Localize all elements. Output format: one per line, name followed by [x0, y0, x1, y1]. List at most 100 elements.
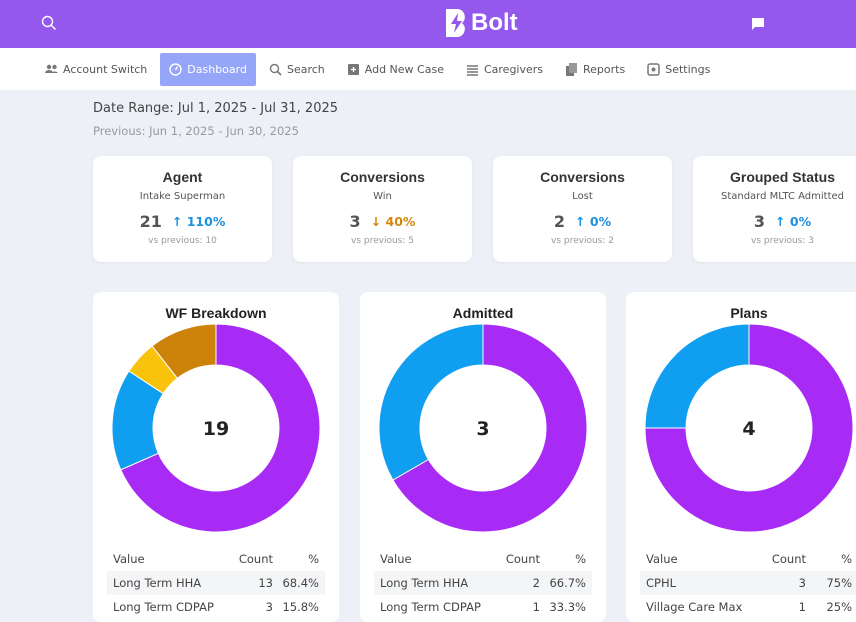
change-value: 110% [186, 214, 226, 229]
row-value: Long Term CDPAP [113, 600, 214, 614]
previous-range: Previous: Jun 1, 2025 - Jun 30, 2025 [93, 124, 299, 138]
nav-dashboard[interactable]: Dashboard [160, 52, 256, 86]
breakdown-table: Value Count% Long Term HHA 2 66.7% Long Term … [374, 547, 592, 619]
donut-chart: 3 [378, 323, 588, 533]
stat-card: Grouped Status Standard MLTC Admitted 3 ↑… [693, 156, 856, 262]
nav-label: Settings [665, 62, 711, 76]
card-subtitle: Lost [572, 191, 593, 202]
bolt-logo-icon [446, 9, 465, 37]
change-value: 0% [789, 214, 812, 229]
row-pct: 25% [826, 600, 852, 614]
chart-title: Plans [730, 305, 768, 321]
row-value: Long Term CDPAP [380, 600, 481, 614]
row-count: 1 [532, 600, 540, 614]
row-count: 13 [258, 576, 273, 590]
table-header: Value Count% [107, 547, 325, 571]
col-pct: % [575, 552, 586, 566]
col-value: Value [646, 552, 678, 566]
card-subtitle: Standard MLTC Admitted [720, 191, 845, 202]
table-header: Value Count% [374, 547, 592, 571]
arrow-up-icon: ↑ [775, 214, 786, 229]
search-icon [269, 63, 282, 76]
table-row: Long Term CDPAP 1 33.3% [374, 595, 592, 619]
nav-add-new-case[interactable]: Add New Case [338, 53, 453, 86]
row-pct: 68.4% [282, 576, 319, 590]
card-change: ↑ 0% [775, 214, 811, 229]
row-count: 1 [798, 600, 806, 614]
chart-title: WF Breakdown [165, 305, 267, 321]
card-value: 21 [139, 212, 162, 231]
brand-name: Bolt [471, 9, 518, 36]
card-value: 3 [349, 212, 361, 231]
row-value: Long Term HHA [380, 576, 469, 590]
nav-account-switch[interactable]: Account Switch [36, 53, 156, 86]
col-count: Count [505, 552, 540, 566]
nav-label: Account Switch [63, 62, 148, 76]
main-nav: Account Switch Dashboard Search Add New Cas… [0, 48, 856, 90]
stat-card: Conversions Lost 2 ↑ 0% vs previous: 2 [493, 156, 672, 262]
users-icon [45, 64, 58, 73]
nav-label: Reports [583, 62, 626, 76]
table-header: Value Count% [640, 547, 856, 571]
gear-icon [647, 62, 660, 76]
card-previous: vs previous: 5 [351, 236, 414, 246]
arrow-up-icon: ↑ [575, 214, 586, 229]
row-value: Village Care Max [646, 600, 743, 614]
table-row: CPHL 3 75% [640, 571, 856, 595]
breakdown-table: Value Count% Long Term HHA 13 68.4% Long Term… [107, 547, 325, 619]
card-subtitle: Intake Superman [139, 191, 226, 202]
row-count: 3 [798, 576, 806, 590]
nav-caregivers[interactable]: Caregivers [457, 53, 552, 86]
row-count: 3 [265, 600, 273, 614]
card-value: 2 [553, 212, 566, 231]
donut-total: 19 [203, 418, 229, 440]
col-value: Value [113, 552, 145, 566]
col-value: Value [380, 552, 412, 566]
change-value: 0% [589, 214, 612, 229]
table-row: Long Term HHA 13 68.4% [107, 571, 325, 595]
card-title: Conversions [340, 169, 425, 185]
card-subtitle: Win [373, 191, 392, 202]
nav-label: Add New Case [364, 62, 444, 76]
donut-slice[interactable] [644, 323, 854, 533]
nav-search[interactable]: Search [260, 53, 334, 86]
stat-card: Agent Intake Superman 21 ↑ 110% vs previo… [93, 156, 272, 262]
stat-card: Conversions Win 3 ↓ 40% vs previous: 5 [293, 156, 472, 262]
card-title: Agent [162, 169, 203, 185]
nav-label: Search [286, 62, 325, 76]
row-count: 2 [532, 576, 540, 590]
row-pct: 75% [826, 576, 852, 590]
donut-chart: 19 [111, 323, 321, 533]
donut-chart: 4 [644, 323, 854, 533]
search-icon[interactable] [41, 15, 57, 31]
card-previous: vs previous: 2 [551, 236, 614, 246]
change-value: 40% [385, 214, 416, 229]
chart-card: Admitted 3 Value Count% Long Term HHA 2 66.7… [360, 292, 606, 622]
row-pct: 33.3% [549, 600, 586, 614]
arrow-up-icon: ↑ [171, 214, 183, 229]
nav-label: Dashboard [187, 62, 247, 76]
col-count: Count [238, 552, 273, 566]
row-value: Long Term HHA [113, 576, 202, 590]
table-row: Long Term CDPAP 3 15.8% [107, 595, 325, 619]
brand-logo[interactable]: Bolt [446, 9, 518, 37]
nav-reports[interactable]: Reports [556, 53, 634, 86]
add-file-icon [347, 63, 359, 75]
donut-slice[interactable] [392, 323, 588, 533]
card-value: 3 [753, 212, 766, 231]
card-change: ↑ 0% [575, 214, 611, 229]
table-row: Long Term HHA 2 66.7% [374, 571, 592, 595]
donut-slice[interactable] [378, 323, 484, 481]
chart-card: Plans 4 Value Count% CPHL 3 75% Village Care … [626, 292, 856, 622]
donut-slice[interactable] [151, 323, 217, 379]
card-change: ↑ 110% [172, 214, 225, 229]
top-header: Bolt [0, 0, 856, 48]
chat-icon[interactable] [752, 18, 764, 30]
documents-icon [566, 62, 578, 76]
date-range: Date Range: Jul 1, 2025 - Jul 31, 2025 [93, 101, 339, 116]
nav-settings[interactable]: Settings [638, 53, 719, 86]
card-previous: vs previous: 10 [148, 236, 217, 246]
list-icon [466, 64, 478, 76]
donut-slice[interactable] [120, 323, 321, 533]
donut-slice[interactable] [644, 323, 750, 429]
